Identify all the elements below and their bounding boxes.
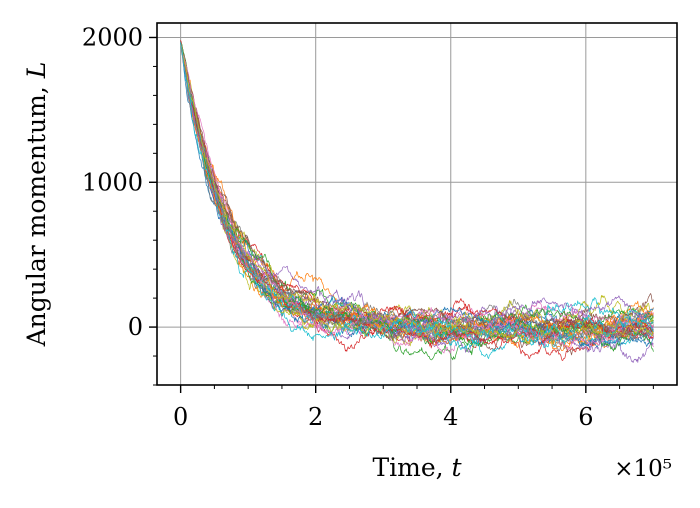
trajectory-line xyxy=(180,41,654,344)
trajectory-line xyxy=(180,42,654,350)
axis-ticks xyxy=(149,36,654,393)
trajectory-line xyxy=(180,42,654,346)
y-axis-label: Angular momentum, L xyxy=(22,62,51,348)
y-tick-label: 1000 xyxy=(82,168,143,196)
y-tick-label: 0 xyxy=(128,313,143,341)
x-axis-label: Time, t xyxy=(372,453,462,482)
x-tick-label: 4 xyxy=(443,403,458,431)
x-axis-multiplier: ×10⁵ xyxy=(614,456,672,482)
x-tick-label: 6 xyxy=(578,403,593,431)
trajectory-line xyxy=(180,41,654,345)
x-tick-label: 0 xyxy=(173,403,188,431)
trajectory-line xyxy=(180,41,654,332)
x-tick-label: 2 xyxy=(308,403,323,431)
trajectory-series-group xyxy=(180,40,654,363)
y-tick-label: 2000 xyxy=(82,23,143,51)
trajectory-line xyxy=(180,41,654,337)
trajectory-line xyxy=(180,41,654,363)
